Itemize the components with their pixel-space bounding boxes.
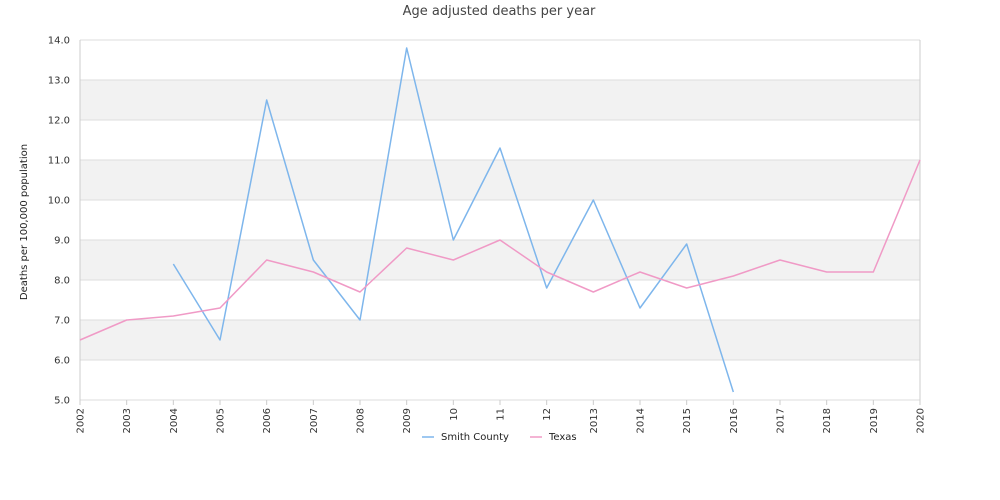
data-point-texas[interactable] (354, 286, 366, 298)
x-tick-label: 2007 (309, 408, 320, 433)
grid-band (80, 200, 920, 240)
y-tick-label: 5.0 (54, 396, 70, 407)
x-tick-label: 12 (542, 408, 553, 421)
y-tick-label: 8.0 (54, 276, 70, 287)
x-tick-label: 2006 (262, 408, 273, 433)
y-tick-label: 7.0 (54, 316, 70, 327)
data-point-smith-county[interactable] (587, 194, 599, 206)
x-tick-label: 10 (449, 408, 460, 421)
data-point-texas[interactable] (494, 234, 506, 246)
data-point-texas[interactable] (774, 254, 786, 266)
x-tick-label: 2013 (589, 408, 600, 433)
y-tick-label: 12.0 (48, 116, 70, 127)
data-point-texas[interactable] (307, 266, 319, 278)
grid-band (80, 120, 920, 160)
x-tick-label: 2008 (356, 408, 367, 433)
data-point-smith-county[interactable] (494, 142, 506, 154)
x-tick-label: 11 (496, 408, 507, 421)
legend-item-smith-county[interactable]: Smith County (422, 432, 509, 443)
y-tick-label: 14.0 (48, 36, 70, 47)
grid-band (80, 280, 920, 320)
data-point-smith-county[interactable] (541, 282, 553, 294)
data-point-texas[interactable] (121, 314, 133, 326)
data-point-smith-county[interactable] (214, 334, 226, 346)
data-point-smith-county[interactable] (447, 234, 459, 246)
chart-title: Age adjusted deaths per year (403, 4, 596, 19)
data-point-smith-county[interactable] (681, 238, 693, 250)
data-point-texas[interactable] (914, 154, 926, 166)
data-point-smith-county[interactable] (634, 302, 646, 314)
y-tick-label: 10.0 (48, 196, 70, 207)
legend-label: Smith County (441, 432, 509, 443)
series-line-smith-county (172, 47, 735, 393)
data-point-texas[interactable] (541, 266, 553, 278)
legend[interactable]: Smith County Texas (422, 432, 577, 443)
legend-item-texas[interactable]: Texas (530, 432, 577, 443)
x-tick-label: 2015 (682, 408, 693, 433)
x-tick-label: 2005 (216, 408, 227, 433)
grid-band (80, 360, 920, 400)
data-point-smith-county[interactable] (354, 314, 366, 326)
y-axis-label: Deaths per 100,000 population (19, 144, 30, 300)
x-tick-label: 2002 (76, 408, 87, 433)
grid-band (80, 40, 920, 80)
grid-band (80, 160, 920, 200)
data-point-texas[interactable] (681, 282, 693, 294)
data-point-texas[interactable] (867, 266, 879, 278)
y-tick-label: 9.0 (54, 236, 70, 247)
y-axis-ticks: 5.0 6.0 7.0 8.0 9.0 10.0 11.0 12.0 13.0 14.0 (48, 36, 70, 407)
data-point-smith-county[interactable] (727, 386, 739, 398)
x-tick-label: 2017 (776, 408, 787, 433)
y-tick-label: 6.0 (54, 356, 70, 367)
data-point-texas[interactable] (587, 286, 599, 298)
x-tick-label: 2016 (729, 408, 740, 433)
y-tick-label: 11.0 (48, 156, 70, 167)
data-point-texas[interactable] (74, 334, 86, 346)
y-tick-label: 13.0 (48, 76, 70, 87)
x-tick-label: 2003 (122, 408, 133, 433)
data-point-texas[interactable] (447, 254, 459, 266)
data-point-texas[interactable] (634, 266, 646, 278)
x-tick-label: 2014 (636, 408, 647, 433)
data-point-texas[interactable] (821, 266, 833, 278)
x-tick-label: 2004 (169, 408, 180, 433)
plot-background (79, 39, 921, 401)
data-point-texas[interactable] (214, 302, 226, 314)
x-tick-label: 2018 (822, 408, 833, 433)
data-point-texas[interactable] (261, 254, 273, 266)
data-point-smith-county[interactable] (401, 42, 413, 54)
series-line-texas (79, 159, 921, 341)
legend-label: Texas (548, 432, 577, 443)
x-tick-label: 2019 (869, 408, 880, 433)
series-lines (74, 42, 926, 398)
data-point-texas[interactable] (727, 270, 739, 282)
data-point-smith-county[interactable] (261, 94, 273, 106)
data-point-smith-county[interactable] (307, 254, 319, 266)
data-point-smith-county[interactable] (167, 258, 179, 270)
grid-band (80, 80, 920, 120)
data-point-texas[interactable] (401, 242, 413, 254)
grid-band (80, 320, 920, 360)
x-tick-label: 2009 (402, 408, 413, 433)
x-tick-label: 2020 (916, 408, 927, 433)
x-axis-ticks: 2002 2003 2004 2005 2006 2007 2008 2009 10 11 12 20… (76, 400, 927, 433)
data-point-texas[interactable] (167, 310, 179, 322)
